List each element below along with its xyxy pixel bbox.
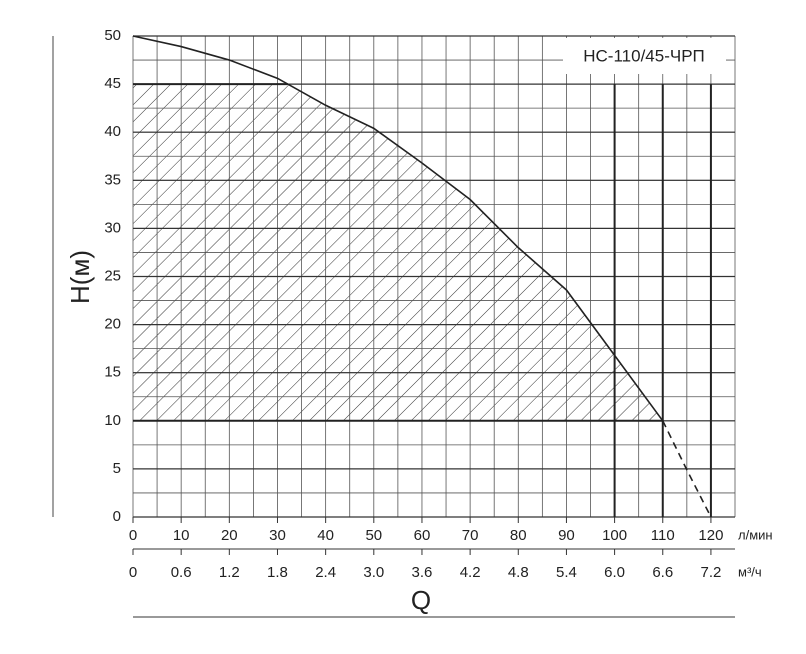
x-unit: л/мин <box>738 527 773 542</box>
x-tick-label: 90 <box>558 527 575 544</box>
x-tick-label: 50 <box>365 527 382 544</box>
y-tick-label: 15 <box>104 364 121 381</box>
x-tick-label: 70 <box>462 527 479 544</box>
title-box <box>563 38 726 74</box>
x2-tick-label: 1.2 <box>219 564 240 581</box>
y-tick-label: 0 <box>113 508 121 525</box>
y-tick-label: 20 <box>104 316 121 333</box>
x2-tick-label: 0.6 <box>171 564 192 581</box>
x2-tick-label: 5.4 <box>556 564 577 581</box>
y-tick-label: 10 <box>104 412 121 429</box>
x2-tick-label: 6.6 <box>652 564 673 581</box>
x-tick-label: 30 <box>269 527 286 544</box>
x2-tick-label: 1.8 <box>267 564 288 581</box>
x-tick-label: 110 <box>651 527 675 544</box>
x-tick-label: 60 <box>414 527 431 544</box>
y-tick-label: 30 <box>104 219 121 236</box>
x2-tick-label: 0 <box>129 564 137 581</box>
x2-tick-label: 7.2 <box>700 564 721 581</box>
y-tick-label: 45 <box>104 75 121 92</box>
pump-curve <box>132 35 664 422</box>
x-axis-label: Q <box>411 585 431 615</box>
x2-tick-label: 2.4 <box>315 564 336 581</box>
y-tick-label: 35 <box>104 171 121 188</box>
x2-unit: м³/ч <box>738 564 762 579</box>
x2-tick-label: 3.0 <box>363 564 384 581</box>
x2-tick-label: 4.2 <box>460 564 481 581</box>
x-tick-label: 10 <box>173 527 190 544</box>
chart-title: НС-110/45-ЧРП <box>583 46 705 65</box>
y-axis-label: H(м) <box>65 250 95 304</box>
x-tick-label: 40 <box>317 527 334 544</box>
x-tick-label: 20 <box>221 527 238 544</box>
x2-tick-label: 4.8 <box>508 564 529 581</box>
x-tick-label: 100 <box>602 527 627 544</box>
y-tick-label: 5 <box>113 460 121 477</box>
y-tick-label: 25 <box>104 267 121 284</box>
y-tick-label: 50 <box>104 27 121 44</box>
x2-tick-label: 3.6 <box>412 564 433 581</box>
x2-tick-label: 6.0 <box>604 564 625 581</box>
x-tick-label: 0 <box>129 527 137 544</box>
y-tick-label: 40 <box>104 123 121 140</box>
x-tick-label: 120 <box>698 527 723 544</box>
pump-curve <box>662 420 712 518</box>
x-tick-label: 80 <box>510 527 527 544</box>
